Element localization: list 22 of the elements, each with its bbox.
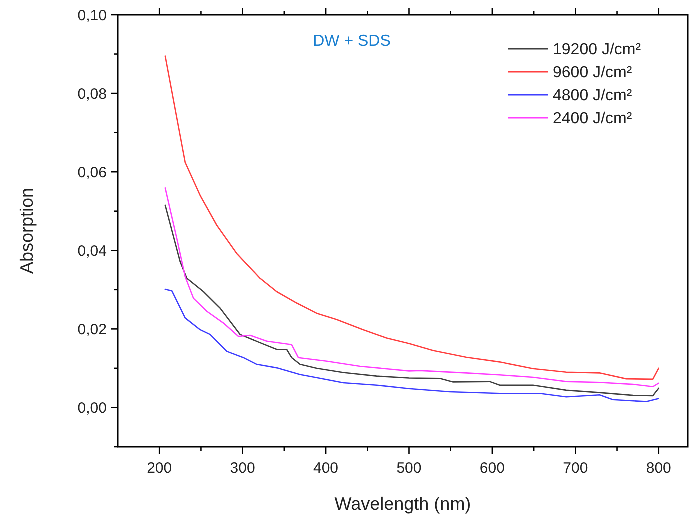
y-tick-label: 0,02 — [78, 321, 107, 338]
x-tick-label: 300 — [230, 460, 256, 477]
y-tick-label: 0,08 — [78, 86, 107, 103]
text: DW + SDS — [313, 33, 391, 50]
line-series — [164, 56, 660, 380]
x-tick-label: 500 — [396, 460, 422, 477]
legend-label: 19200 J/cm² — [553, 42, 642, 59]
x-tick-label: 400 — [314, 460, 339, 477]
x-axis-title: Wavelength (nm) — [334, 494, 472, 514]
line-series — [164, 288, 660, 402]
x-tick-label: 800 — [646, 460, 672, 477]
legend-label: 9600 J/cm² — [553, 64, 633, 82]
legend-label: 4800 J/cm² — [553, 88, 633, 105]
y-axis-title: Absorption — [17, 188, 37, 274]
x-tick-label: 700 — [563, 460, 588, 477]
legend-label: 2400 J/cm² — [553, 110, 633, 128]
x-tick-label: 600 — [480, 460, 505, 477]
x-tick-label: 200 — [147, 460, 172, 477]
y-tick-label: 0,00 — [78, 400, 107, 417]
y-tick-label: 0,06 — [78, 164, 107, 182]
y-tick-label: 0,04 — [78, 242, 107, 260]
y-tick-label: 0,10 — [78, 7, 107, 24]
